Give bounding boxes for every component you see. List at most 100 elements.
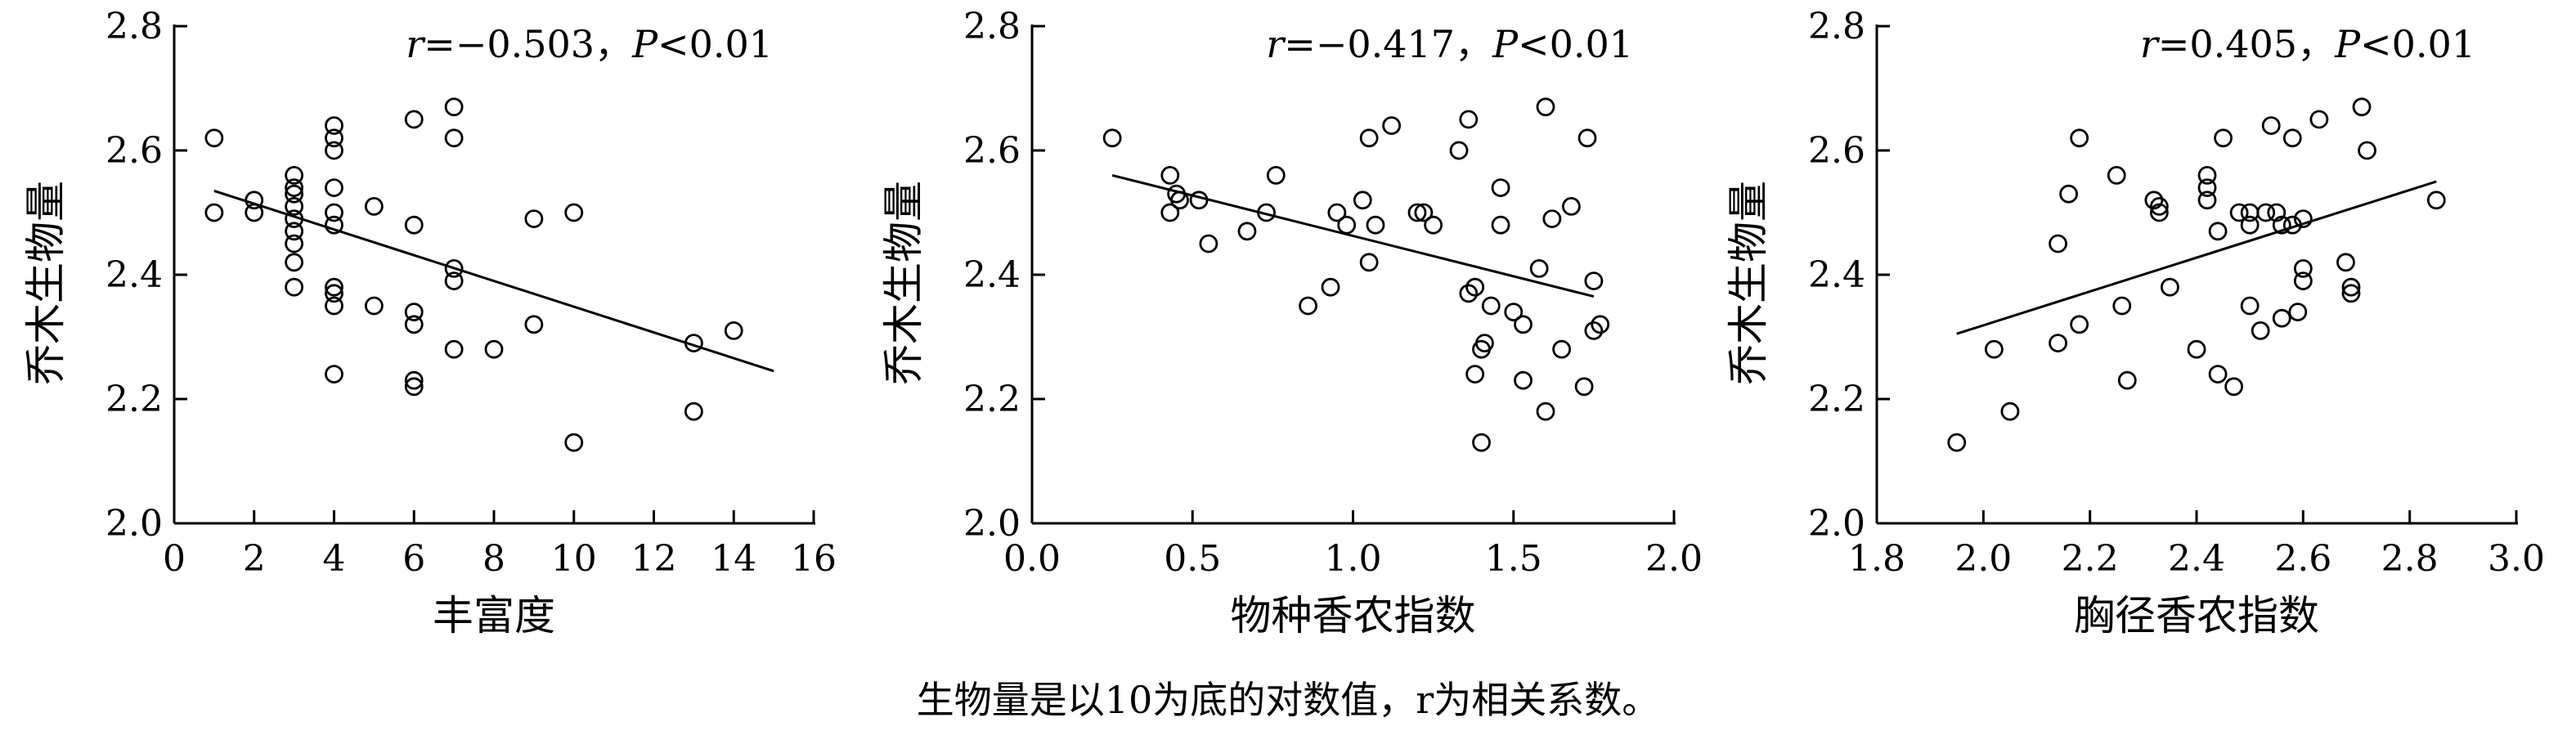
data-point xyxy=(2187,339,2206,359)
data-point xyxy=(1160,165,1180,185)
data-point xyxy=(1382,116,1401,136)
data-point xyxy=(2149,196,2169,216)
data-point xyxy=(2261,116,2281,136)
data-point xyxy=(325,128,343,148)
x-tick-label: 2 xyxy=(243,538,266,580)
x-axis-title: 胸径香农指数 xyxy=(2074,592,2319,639)
data-point xyxy=(1491,215,1510,235)
y-tick-label: 2.0 xyxy=(963,503,1021,545)
r-symbol: r xyxy=(2140,22,2161,66)
data-point xyxy=(1449,141,1469,160)
y-tick-label: 2.6 xyxy=(963,130,1021,172)
data-point xyxy=(404,110,424,129)
data-point xyxy=(444,258,464,278)
data-point xyxy=(2224,377,2244,397)
data-point xyxy=(1529,258,1549,278)
data-point xyxy=(285,234,304,253)
chart-panel-3: 1.8 2.0 2.2 2.4 2.6 2.8 3.02.02.22.42.62.8胸径香农… xyxy=(1725,6,2545,639)
data-point xyxy=(1536,401,1555,421)
data-point xyxy=(2049,234,2067,253)
data-point xyxy=(1584,271,1604,291)
data-point xyxy=(404,303,424,322)
data-point xyxy=(1299,296,1317,316)
y-tick-label: 2.4 xyxy=(1808,254,1865,296)
correlation-annotation: r=0.405，P<0.01 xyxy=(2140,22,2475,66)
data-point xyxy=(325,277,343,297)
data-point xyxy=(1353,191,1372,210)
data-point xyxy=(325,141,343,160)
data-point xyxy=(1321,277,1340,297)
data-point xyxy=(2149,203,2169,222)
data-point xyxy=(1591,315,1610,334)
data-point xyxy=(724,321,743,340)
data-point xyxy=(2293,209,2313,229)
data-point xyxy=(285,209,304,229)
data-point xyxy=(325,178,343,198)
x-tick-label: 2.0 xyxy=(1954,538,2012,580)
data-point xyxy=(2272,308,2291,328)
data-point xyxy=(2336,253,2355,272)
data-point xyxy=(1504,303,1524,322)
data-point xyxy=(2144,191,2164,210)
data-point xyxy=(1542,209,1562,229)
y-axis-title: 乔木生物量 xyxy=(1725,181,1772,385)
data-point xyxy=(1102,128,1122,148)
data-point xyxy=(1414,203,1434,222)
x-axis-title: 丰富度 xyxy=(433,592,555,639)
data-point xyxy=(1536,97,1555,117)
data-point xyxy=(325,116,343,136)
data-point xyxy=(2352,97,2372,117)
data-point xyxy=(2358,141,2376,160)
data-point xyxy=(2049,334,2067,353)
data-point xyxy=(2240,296,2260,316)
data-point xyxy=(444,271,464,291)
data-point xyxy=(2070,315,2089,334)
chart-panel-1: 0 2 4 6 8 10 12 14 16 2.0 2.2 2.4 2.6 2.8 丰富度 乔木生物量 r=−0… xyxy=(22,6,837,639)
data-point xyxy=(1359,253,1379,272)
data-point xyxy=(524,209,544,229)
data-point xyxy=(2293,271,2313,291)
x-tick-label: 2.6 xyxy=(2274,538,2331,580)
data-point xyxy=(404,215,424,235)
data-point xyxy=(2282,128,2302,148)
data-point xyxy=(404,370,424,390)
x-tick-label: 1.8 xyxy=(1848,538,1905,580)
x-axis-title: 物种香农指数 xyxy=(1231,592,1476,639)
data-point xyxy=(1465,365,1485,384)
data-point xyxy=(404,377,424,397)
x-tick-label: 10 xyxy=(551,538,597,580)
x-tick-label: 0 xyxy=(163,538,186,580)
data-point xyxy=(325,365,343,384)
data-point xyxy=(2341,284,2361,303)
data-point xyxy=(1984,339,2004,359)
data-point xyxy=(1459,110,1479,129)
data-point xyxy=(684,334,703,353)
y-axis-title: 乔木生物量 xyxy=(22,181,70,385)
x-tick-label: 2.8 xyxy=(2381,538,2439,580)
data-point xyxy=(1266,165,1286,185)
data-point xyxy=(1584,321,1604,340)
data-point xyxy=(1257,203,1276,222)
data-point xyxy=(2214,128,2233,148)
data-point xyxy=(2309,110,2329,129)
data-point xyxy=(1472,433,1491,452)
data-point xyxy=(204,203,224,222)
data-point xyxy=(325,215,343,235)
x-tick-label: 0.0 xyxy=(1003,538,1061,580)
x-tick-label: 8 xyxy=(482,538,505,580)
regression-line xyxy=(1956,180,2437,335)
y-tick-label: 2.8 xyxy=(1808,6,1865,47)
p-symbol: P xyxy=(631,22,658,66)
y-tick-label: 2.0 xyxy=(105,503,163,545)
y-tick-label: 2.6 xyxy=(105,130,163,172)
data-point xyxy=(325,284,343,303)
chart-panel-2: 0.0 0.5 1.0 1.5 2.0 2.0 2.2 2.4 2.6 2.8 物种香农指数 乔木生物… xyxy=(880,6,1703,639)
data-point xyxy=(1337,215,1357,235)
data-point xyxy=(2208,365,2228,384)
data-point xyxy=(2341,277,2361,297)
r-symbol: r xyxy=(1266,22,1286,66)
y-axis-title: 乔木生物量 xyxy=(880,181,927,385)
data-point xyxy=(1552,339,1572,359)
data-point xyxy=(245,191,264,210)
